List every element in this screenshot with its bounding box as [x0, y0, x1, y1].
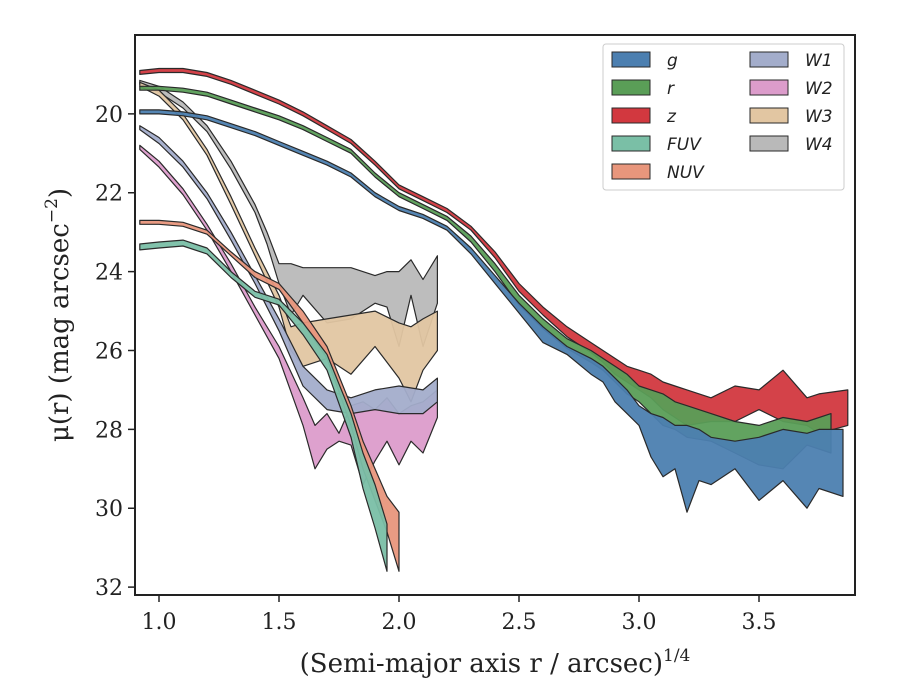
legend-swatch-r: [611, 79, 651, 96]
legend-swatch-g: [611, 51, 651, 68]
series-bands: [139, 67, 849, 572]
x-tick-label: 3.0: [622, 610, 657, 635]
y-axis-title: μ(r) (mag arcsec−2): [42, 188, 75, 442]
x-axis-title-main: (Semi-major axis r / arcsec): [300, 649, 663, 679]
x-tick-label: 2.5: [502, 610, 537, 635]
legend-swatch-z: [611, 107, 651, 124]
legend-swatch-NUV: [611, 163, 651, 180]
y-axis-ticks: 20 22 24 26 28 30 32: [95, 103, 135, 601]
y-axis-title-main: μ(r) (mag arcsec: [45, 223, 75, 442]
legend-label-z: z: [666, 107, 677, 127]
x-axis-title-exponent: 1/4: [663, 646, 690, 666]
legend-label-FUV: FUV: [667, 135, 702, 155]
y-tick-label: 24: [95, 261, 123, 286]
legend-label-W2: W2: [805, 79, 833, 99]
legend-label-W1: W1: [805, 51, 833, 71]
legend-swatch-W4: [749, 135, 789, 152]
y-tick-label: 22: [95, 182, 123, 207]
band-W1: [139, 125, 438, 415]
legend-swatch-W3: [749, 107, 789, 124]
x-tick-label: 1.0: [142, 610, 177, 635]
band-W4: [139, 79, 438, 348]
legend-swatch-W2: [749, 79, 789, 96]
x-tick-label: 3.5: [742, 610, 777, 635]
legend-swatch-FUV: [611, 135, 651, 152]
band-FUV: [139, 239, 388, 572]
y-tick-label: 32: [95, 576, 123, 601]
y-axis-title-close: ): [45, 188, 75, 198]
legend: grz FUV NUV W1 W2 W3 W4: [602, 43, 845, 191]
plot-frame: [134, 34, 856, 596]
y-tick-label: 28: [95, 418, 123, 443]
x-axis-title: (Semi-major axis r / arcsec)1/4: [300, 646, 691, 679]
legend-swatch-W1: [749, 51, 789, 68]
legend-label-NUV: NUV: [667, 163, 705, 183]
x-axis-ticks: 1.0 1.5 2.0 2.5 3.0 3.5: [142, 595, 777, 635]
legend-label-W3: W3: [805, 107, 833, 127]
band-W3: [139, 81, 438, 403]
band-W2: [139, 144, 438, 486]
band-g: [139, 109, 844, 513]
legend-label-W4: W4: [805, 135, 833, 155]
y-tick-label: 30: [95, 497, 123, 522]
y-tick-label: 26: [95, 339, 123, 364]
band-NUV: [139, 219, 400, 572]
legend-label-g: g: [667, 51, 678, 71]
x-tick-label: 1.5: [262, 610, 297, 635]
legend-label-r: r: [667, 79, 675, 99]
y-axis-title-exponent: −2: [42, 198, 62, 223]
y-tick-label: 20: [95, 103, 123, 128]
x-tick-label: 2.0: [382, 610, 417, 635]
band-z: [139, 67, 849, 434]
